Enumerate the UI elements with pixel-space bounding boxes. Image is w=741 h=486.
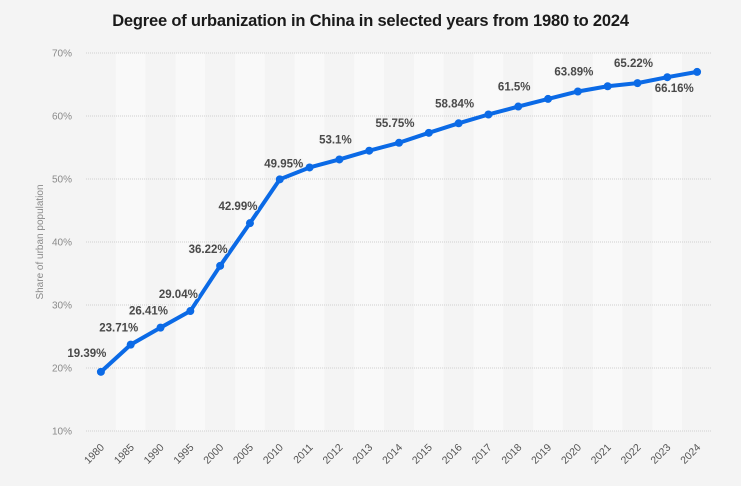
- category-band: [682, 53, 712, 431]
- data-label: 26.41%: [129, 306, 168, 318]
- data-point: [96, 367, 105, 376]
- data-point: [186, 307, 195, 316]
- data-point: [245, 219, 254, 228]
- x-tick-label: 2000: [201, 442, 226, 467]
- data-label: 36.22%: [189, 244, 228, 256]
- data-point: [484, 110, 493, 119]
- data-point: [424, 128, 433, 137]
- data-label: 53.1%: [319, 134, 352, 146]
- data-point: [514, 102, 523, 111]
- y-tick-label: 50%: [52, 175, 72, 186]
- gridlines: [86, 52, 712, 432]
- data-point: [216, 261, 225, 270]
- data-label: 61.5%: [498, 82, 531, 94]
- x-tick-label: 2018: [499, 442, 524, 467]
- x-tick-label: 2014: [380, 442, 405, 467]
- y-tick-label: 30%: [52, 301, 72, 312]
- data-point: [275, 175, 284, 184]
- y-axis-ticks: 10% 20% 30% 40% 50% 60% 70%: [52, 49, 72, 438]
- category-band: [264, 53, 295, 431]
- data-label: 65.22%: [614, 58, 653, 70]
- data-label: 42.99%: [218, 201, 257, 213]
- data-label: 29.04%: [159, 289, 198, 301]
- y-tick-label: 10%: [52, 427, 72, 438]
- category-band: [354, 53, 385, 431]
- category-band: [622, 53, 653, 431]
- chart-title: Degree of urbanization in China in selec…: [112, 12, 629, 30]
- x-tick-label: 2013: [350, 442, 375, 467]
- category-band: [562, 53, 593, 431]
- x-tick-label: 2011: [291, 442, 316, 467]
- data-label: 55.75%: [375, 118, 414, 130]
- x-tick-label: 1990: [142, 442, 167, 467]
- data-point: [693, 67, 702, 76]
- x-tick-label: 1985: [112, 442, 137, 467]
- data-point: [603, 82, 612, 91]
- category-band: [294, 53, 325, 431]
- y-axis-label: Share of urban population: [35, 184, 46, 299]
- y-tick-label: 20%: [52, 364, 72, 375]
- data-labels: 19.39% 23.71% 26.41% 29.04% 36.22% 42.99% 49.9…: [66, 57, 694, 361]
- data-label: 63.89%: [554, 66, 593, 78]
- x-tick-label: 2022: [619, 442, 644, 467]
- category-band: [592, 53, 623, 431]
- x-tick-label: 1980: [82, 442, 107, 467]
- data-point: [365, 146, 374, 155]
- data-label: 66.16%: [655, 83, 694, 95]
- data-point: [633, 79, 642, 88]
- x-tick-label: 2019: [529, 442, 554, 467]
- x-tick-label: 2005: [231, 442, 256, 467]
- series-group: [96, 67, 702, 376]
- x-tick-label: 2016: [440, 442, 465, 467]
- data-point: [126, 340, 135, 349]
- data-point: [305, 163, 314, 172]
- x-tick-label: 1995: [171, 442, 196, 467]
- data-point: [544, 94, 553, 103]
- x-tick-label: 2012: [320, 442, 345, 467]
- data-point: [395, 138, 403, 147]
- x-tick-label: 2023: [648, 442, 673, 467]
- data-label: 58.84%: [435, 98, 474, 110]
- y-tick-label: 70%: [52, 49, 72, 60]
- category-band: [324, 53, 355, 431]
- x-tick-label: 2021: [589, 442, 614, 467]
- data-point: [156, 323, 165, 332]
- data-point: [454, 119, 463, 128]
- category-band: [652, 53, 683, 431]
- x-tick-label: 2020: [559, 442, 584, 467]
- y-tick-label: 40%: [52, 238, 72, 249]
- y-tick-label: 60%: [52, 112, 72, 123]
- x-tick-label: 2017: [470, 442, 495, 467]
- data-label: 49.95%: [264, 158, 303, 170]
- x-tick-label: 2015: [410, 442, 435, 467]
- x-tick-label: 2024: [678, 442, 703, 467]
- x-axis-ticks: 1980 1985 1990 1995 2000 2005 2010 2011 2012 2013…: [82, 442, 703, 467]
- data-point: [335, 155, 344, 164]
- data-label: 19.39%: [67, 348, 106, 360]
- data-label: 23.71%: [99, 323, 138, 335]
- data-point: [573, 87, 582, 96]
- data-point: [663, 73, 672, 82]
- x-tick-label: 2010: [261, 442, 286, 467]
